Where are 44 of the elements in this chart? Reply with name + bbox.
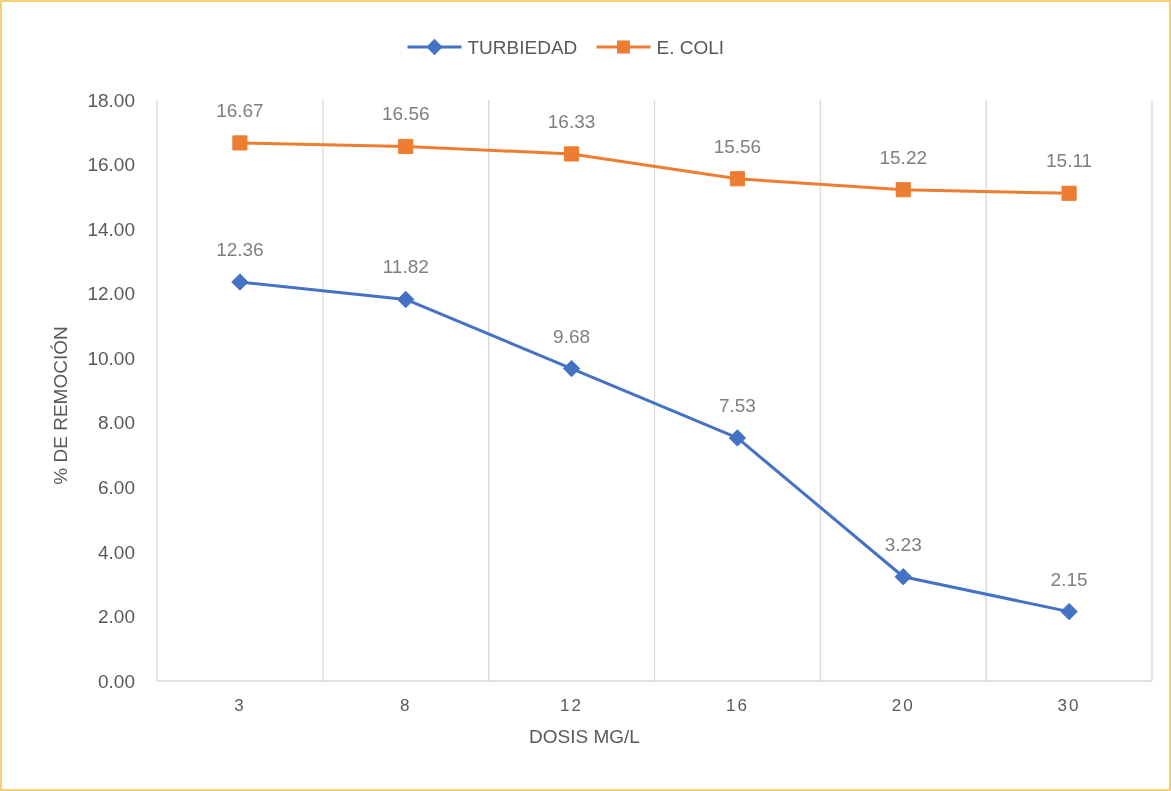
- y-axis-title: % DE REMOCIÓN: [50, 326, 71, 485]
- x-tick-label: 8: [400, 696, 412, 715]
- y-tick-label: 0.00: [98, 670, 135, 692]
- legend-label: TURBIEDAD: [467, 36, 578, 58]
- point: [562, 359, 581, 378]
- data-label: 12.36: [216, 239, 264, 261]
- data-label: 11.82: [382, 256, 429, 278]
- y-tick-label: 8.00: [98, 412, 135, 434]
- data-label: 15.22: [879, 146, 928, 168]
- legend-label: E. COLI: [656, 36, 725, 58]
- y-tick-label: 4.00: [98, 541, 135, 563]
- x-tick-label: 12: [560, 696, 584, 715]
- x-tick-label: 20: [891, 696, 915, 715]
- point: [728, 429, 747, 447]
- data-label: 15.11: [1046, 150, 1093, 172]
- point: [398, 138, 414, 155]
- point: [1060, 602, 1078, 621]
- point: [1061, 185, 1077, 201]
- point: [397, 290, 415, 309]
- data-label: 3.23: [884, 533, 922, 555]
- y-tick-label: 12.00: [87, 283, 135, 305]
- data-label: 15.56: [713, 135, 762, 157]
- data-label: 9.68: [553, 325, 591, 347]
- y-tick-label: 6.00: [98, 476, 135, 498]
- x-tick-label: 30: [1057, 696, 1081, 715]
- data-label: 7.53: [718, 394, 756, 416]
- data-label: 16.33: [547, 110, 596, 132]
- x-axis-title: DOSIS MG/L: [529, 726, 640, 747]
- y-tick-label: 14.00: [87, 218, 135, 240]
- point: [231, 273, 249, 291]
- data-label: 16.67: [216, 99, 264, 121]
- data-label: 16.56: [381, 103, 430, 125]
- point: [564, 146, 580, 162]
- y-tick-label: 2.00: [98, 606, 135, 628]
- x-tick-label: 16: [725, 696, 749, 715]
- point: [232, 135, 248, 151]
- y-tick-label: 18.00: [87, 89, 135, 111]
- point: [894, 568, 912, 586]
- point: [895, 182, 911, 198]
- y-tick-label: 10.00: [87, 347, 135, 369]
- data-label: 2.15: [1050, 568, 1088, 590]
- x-tick-label: 3: [234, 696, 246, 715]
- point: [729, 171, 745, 187]
- y-tick-label: 16.00: [87, 154, 135, 176]
